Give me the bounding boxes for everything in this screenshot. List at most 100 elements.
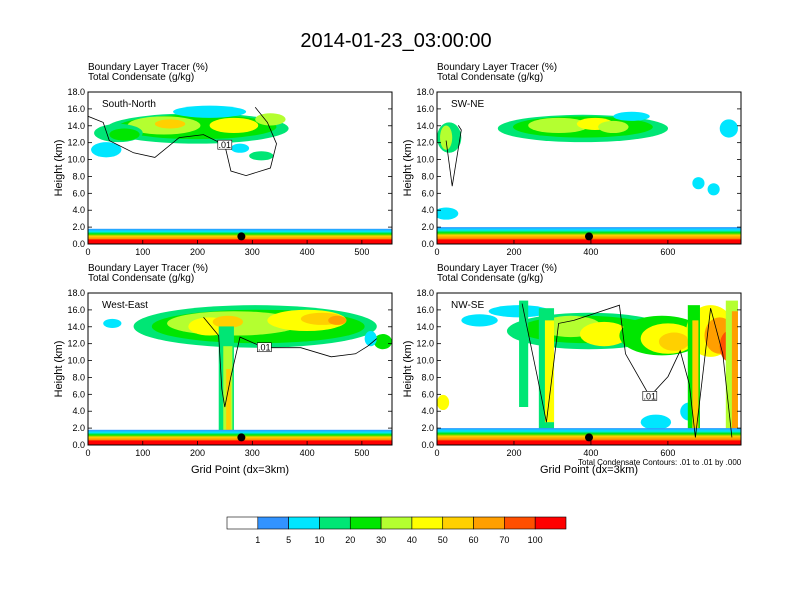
colorbar-swatch [534, 516, 567, 530]
surface-layer [88, 440, 392, 445]
tracer-fill-blob [579, 321, 629, 347]
y-tick-label: 2.0 [421, 222, 434, 232]
panel-header-condensate: Total Condensate (g/kg) [437, 273, 543, 284]
plot-area [437, 92, 741, 244]
y-tick-label: 2.0 [421, 423, 434, 433]
y-tick-label: 4.0 [421, 406, 434, 416]
y-tick-label: 14.0 [416, 322, 434, 332]
tracer-fill-blob [461, 314, 498, 327]
tracer-fill-blob [437, 207, 459, 220]
contour-label: .01 [258, 343, 271, 353]
x-tick-label: 500 [354, 247, 369, 257]
plot-area: .01 [88, 92, 392, 244]
y-tick-label: 0.0 [421, 239, 434, 249]
panel-name: SW-NE [451, 99, 484, 110]
plot-frame [436, 292, 742, 446]
panel-header-tracer: Boundary Layer Tracer (%) [437, 62, 557, 73]
y-tick-label: 6.0 [421, 188, 434, 198]
location-marker [237, 433, 246, 442]
colorbar-swatch [288, 516, 320, 530]
panel-west-east: Boundary Layer Tracer (%)Total Condensat… [53, 263, 393, 476]
y-tick-label: 16.0 [67, 305, 85, 315]
convective-column [692, 320, 699, 442]
panel-header-condensate: Total Condensate (g/kg) [88, 273, 194, 284]
contour-label: .01 [219, 140, 232, 150]
y-tick-label: 0.0 [421, 440, 434, 450]
plot-background [437, 92, 741, 244]
y-tick-label: 8.0 [421, 171, 434, 181]
tracer-fill-blob [364, 331, 377, 347]
y-tick-label: 10.0 [67, 356, 85, 366]
contour-label-box [642, 391, 658, 401]
x-tick-label: 0 [434, 448, 439, 458]
plot-area: .01 [88, 293, 392, 445]
tracer-fill-blob [173, 105, 247, 118]
panel-sw-ne: Boundary Layer Tracer (%)Total Condensat… [402, 62, 742, 257]
plot-frame [87, 91, 393, 245]
x-tick-label: 100 [135, 247, 150, 257]
colorbar-swatch [473, 516, 505, 530]
tracer-fill-blob [109, 128, 140, 141]
tracer-fill-blob [91, 142, 122, 158]
colorbar-label: 1 [255, 535, 260, 545]
colorbar-label: 70 [499, 535, 509, 545]
x-tick-label: 200 [190, 448, 205, 458]
contour-label-box [257, 342, 272, 353]
tracer-fill-blob [209, 117, 259, 134]
y-tick-label: 0.0 [72, 440, 85, 450]
x-tick-label: 300 [245, 247, 260, 257]
y-tick-label: 12.0 [67, 339, 85, 349]
plot-area: .01 [437, 293, 741, 445]
surface-layer [437, 239, 741, 244]
panel-header-condensate: Total Condensate (g/kg) [88, 72, 194, 83]
tracer-fill-blob [440, 125, 453, 150]
x-tick-label: 400 [583, 448, 598, 458]
colorbar-label: 10 [314, 535, 324, 545]
y-tick-label: 4.0 [421, 205, 434, 215]
surface-layer [88, 239, 392, 244]
y-tick-label: 8.0 [72, 372, 85, 382]
colorbar-label: 5 [286, 535, 291, 545]
colorbar-label: 60 [469, 535, 479, 545]
y-tick-label: 10.0 [67, 155, 85, 165]
convective-column [731, 311, 738, 442]
x-tick-label: 400 [300, 448, 315, 458]
panel-south-north: Boundary Layer Tracer (%)Total Condensat… [53, 62, 393, 257]
y-tick-label: 14.0 [67, 322, 85, 332]
y-tick-label: 16.0 [67, 104, 85, 114]
y-axis-label: Height (km) [402, 341, 414, 398]
panel-nw-se: Boundary Layer Tracer (%)Total Condensat… [402, 263, 742, 476]
y-tick-label: 8.0 [72, 171, 85, 181]
colorbar-swatch [319, 516, 351, 530]
y-tick-label: 2.0 [72, 222, 85, 232]
tracer-fill-blob [154, 119, 186, 129]
colorbar-swatch [504, 516, 536, 530]
y-tick-label: 18.0 [67, 87, 85, 97]
colorbar-swatch [349, 516, 382, 530]
y-axis-label: Height (km) [53, 341, 65, 398]
colorbar-label: 40 [407, 535, 417, 545]
colorbar-swatch [257, 516, 289, 530]
tracer-fill-blob [230, 143, 250, 153]
tracer-fill-blob [719, 119, 738, 138]
colorbar-swatch [226, 516, 259, 530]
y-tick-label: 12.0 [416, 339, 434, 349]
y-tick-label: 18.0 [416, 288, 434, 298]
y-tick-label: 14.0 [67, 121, 85, 131]
y-tick-label: 6.0 [72, 389, 85, 399]
x-tick-label: 200 [506, 448, 521, 458]
plot-frame [436, 91, 742, 245]
tracer-fill-blob [613, 111, 650, 121]
y-tick-label: 6.0 [421, 389, 434, 399]
y-tick-label: 8.0 [421, 372, 434, 382]
panel-name: South-North [102, 99, 156, 110]
colorbar-label: 30 [376, 535, 386, 545]
location-marker [237, 232, 246, 241]
x-tick-label: 0 [85, 247, 90, 257]
contour-label: .01 [644, 391, 657, 401]
y-tick-label: 4.0 [72, 406, 85, 416]
x-axis-label: Grid Point (dx=3km) [191, 464, 289, 476]
panel-header-tracer: Boundary Layer Tracer (%) [437, 263, 557, 274]
figure-title: 2014-01-23_03:00:00 [300, 30, 492, 52]
